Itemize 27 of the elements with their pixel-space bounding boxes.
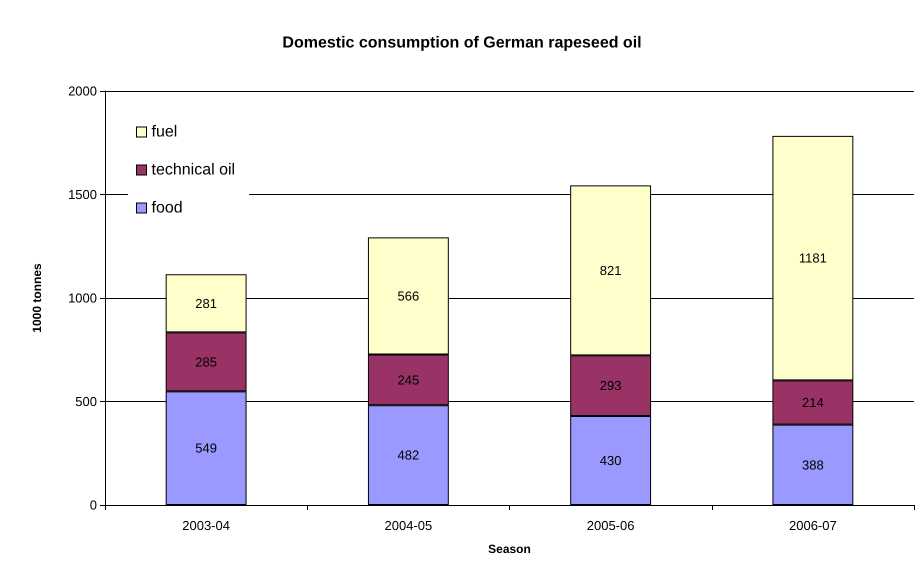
x-axis-title: Season: [488, 542, 531, 556]
data-label: 821: [600, 262, 622, 278]
data-label: 566: [398, 288, 420, 304]
legend-label: food: [152, 200, 183, 216]
y-tick-label: 2000: [68, 84, 97, 98]
data-label: 245: [398, 372, 420, 388]
legend-label: fuel: [152, 124, 178, 140]
data-label: 482: [398, 448, 420, 463]
data-label: 1181: [798, 250, 827, 266]
x-tick-label: 2005-06: [586, 518, 634, 533]
x-tick-label: 2003-04: [182, 518, 230, 533]
x-tick-label: 2006-07: [789, 518, 837, 533]
chart-title: Domestic consumption of German rapeseed oil: [282, 34, 642, 52]
data-label: 293: [600, 378, 622, 394]
data-label: 430: [600, 452, 622, 468]
y-axis-title: 1000 tonnes: [30, 263, 44, 333]
data-label: 285: [195, 354, 217, 370]
y-tick-label: 1500: [68, 187, 97, 202]
legend-label: technical oil: [152, 162, 236, 178]
x-tick-label: 2004-05: [384, 518, 432, 533]
y-tick-label: 1000: [68, 290, 97, 306]
data-label: 388: [802, 457, 824, 472]
data-label: 281: [195, 296, 217, 311]
data-label: 214: [802, 395, 824, 410]
y-tick-label: 0: [90, 498, 97, 512]
data-label: 549: [195, 440, 217, 456]
y-tick-label: 500: [75, 394, 97, 409]
